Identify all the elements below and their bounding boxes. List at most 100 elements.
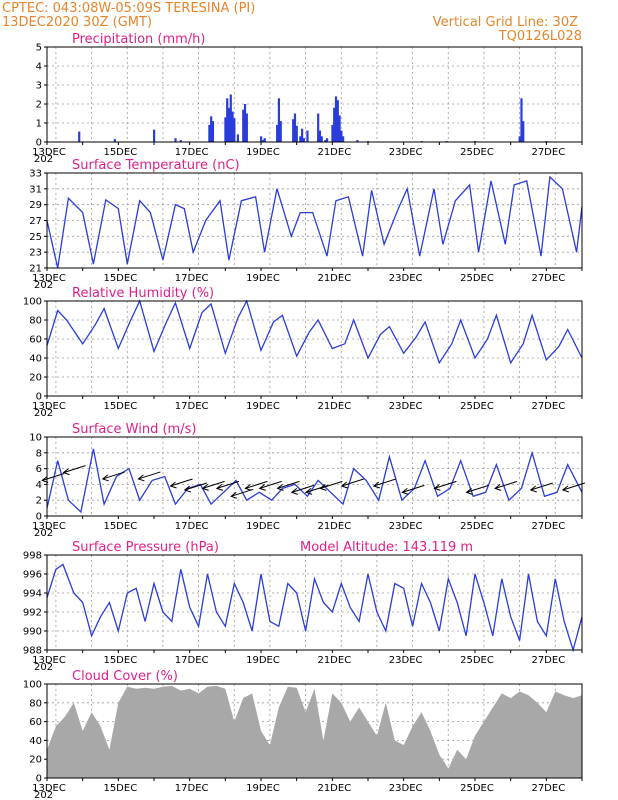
wind-arrowhead: [494, 484, 502, 491]
panel-title: Surface Pressure (hPa): [72, 540, 219, 555]
precip-bar: [522, 121, 525, 142]
wind-arrowhead: [41, 476, 49, 483]
x-tick-label: 21DEC: [317, 273, 351, 284]
x-tick-label: 13DEC: [32, 655, 66, 666]
panel-annotation: Model Altitude: 143.119 m: [300, 540, 473, 555]
precip-bar: [174, 138, 177, 142]
x-tick-label: 17DEC: [175, 401, 209, 412]
x-tick-label: 25DEC: [460, 273, 494, 284]
precip-bar: [342, 136, 345, 142]
x-year-label: 202: [34, 154, 53, 165]
x-tick-label: 27DEC: [531, 147, 565, 158]
x-tick-label: 25DEC: [460, 521, 494, 532]
wind-vector: [466, 484, 489, 493]
precip-bar: [317, 113, 320, 142]
wind-vector: [373, 478, 396, 487]
y-tick-label: 29: [29, 200, 42, 211]
x-tick-label: 19DEC: [246, 401, 280, 412]
y-tick-label: 988: [23, 646, 42, 657]
y-tick-label: 0: [36, 774, 42, 785]
x-tick-label: 17DEC: [175, 783, 209, 794]
x-tick-label: 15DEC: [103, 147, 137, 158]
precip-bar: [260, 136, 263, 142]
y-tick-label: 40: [29, 736, 42, 747]
x-tick-label: 21DEC: [317, 401, 351, 412]
precip-bar: [243, 104, 247, 142]
x-year-label: 202: [34, 662, 53, 673]
panel-frame: [46, 172, 583, 269]
x-tick-label: 23DEC: [389, 273, 423, 284]
wind-arrowhead: [372, 481, 380, 489]
x-tick-label: 21DEC: [317, 147, 351, 158]
wind-vector: [41, 473, 65, 481]
precip-bar: [318, 130, 322, 142]
wind-arrowhead: [276, 484, 284, 491]
wind-vector: [259, 480, 282, 489]
x-tick-label: 25DEC: [460, 147, 494, 158]
wind-vector: [277, 480, 300, 489]
precip-bar: [292, 119, 295, 142]
wind-vector: [305, 484, 329, 493]
y-tick-label: 100: [23, 680, 42, 691]
x-tick-label: 17DEC: [175, 147, 209, 158]
panel-2: 21 23 25 27 29 31 33 13DEC 15DEC 17DEC 19DEC 21DEC 2…: [29, 158, 583, 291]
wind-arrowhead: [101, 474, 109, 482]
panel-frame: [46, 683, 583, 779]
wind-arrowhead: [305, 487, 313, 495]
precip-bar: [208, 124, 211, 142]
wind-vector: [102, 471, 125, 480]
x-tick-label: 19DEC: [246, 147, 280, 158]
precip-bar: [229, 94, 232, 142]
precip-bar: [320, 136, 323, 142]
precip-bar: [356, 140, 359, 142]
y-tick-label: 60: [29, 717, 42, 728]
wind-arrowhead: [201, 484, 209, 491]
x-tick-label: 19DEC: [246, 655, 280, 666]
precip-bar: [518, 136, 521, 142]
x-tick-label: 23DEC: [389, 521, 423, 532]
wind-arrowhead: [215, 484, 224, 491]
y-tick-label: 996: [23, 570, 42, 581]
panel-frame: [46, 554, 583, 651]
precip-bar: [299, 136, 302, 142]
precip-bar: [233, 118, 236, 142]
x-tick-label: 23DEC: [389, 147, 423, 158]
precip-bar: [334, 96, 338, 142]
precip-bar: [333, 107, 336, 142]
x-tick-label: 23DEC: [389, 401, 423, 412]
header-location: CPTEC: 043:08W-05:09S TERESINA (PI): [2, 1, 255, 16]
panel-frame: [46, 46, 583, 143]
header-grid-line: Vertical Grid Line: 30Z: [433, 15, 578, 30]
y-tick-label: 994: [23, 589, 42, 600]
wind-vector: [494, 480, 518, 489]
precip-bar: [306, 130, 309, 142]
y-tick-label: 0: [36, 392, 42, 403]
wind-vector: [291, 484, 314, 493]
wind-arrowhead: [290, 487, 298, 495]
wind-arrowhead: [230, 491, 238, 499]
wind-arrowhead: [258, 484, 266, 491]
precip-bar: [325, 138, 329, 142]
x-tick-label: 21DEC: [317, 521, 351, 532]
y-tick-label: 2: [36, 100, 42, 111]
wind-vector: [216, 480, 240, 489]
y-tick-label: 80: [29, 698, 42, 709]
x-tick-label: 15DEC: [103, 273, 137, 284]
x-tick-label: 13DEC: [32, 401, 66, 412]
y-tick-label: 3: [36, 81, 42, 92]
y-tick-label: 4: [36, 62, 42, 73]
header-model-code: TQ0126L028: [498, 29, 582, 44]
wind-vector: [562, 482, 586, 491]
y-tick-label: 25: [29, 232, 42, 243]
precip-bar: [210, 116, 213, 142]
wind-arrowhead: [561, 485, 570, 493]
y-tick-label: 6: [36, 464, 42, 475]
panel-frame: [46, 436, 583, 517]
wind-vector: [402, 484, 425, 493]
x-tick-label: 19DEC: [246, 521, 280, 532]
precip-bar: [324, 140, 327, 142]
precip-bar: [224, 117, 227, 142]
x-tick-label: 15DEC: [103, 655, 137, 666]
precip-bar: [231, 111, 234, 142]
